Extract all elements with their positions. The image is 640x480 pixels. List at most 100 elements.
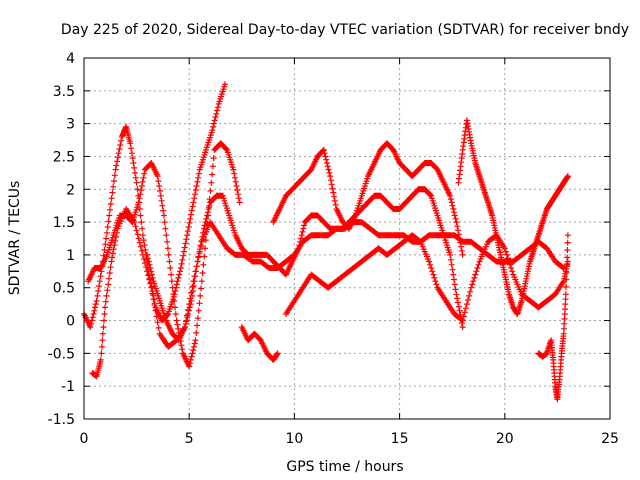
data-point-marker <box>197 292 204 299</box>
data-point-marker <box>563 269 570 276</box>
data-point-marker <box>139 225 146 232</box>
y-tick-labels: -1.5 -1 -0.5 0 0.5 1 1.5 2 2.5 3 3.5 4 <box>48 51 75 428</box>
data-point-marker <box>191 278 198 285</box>
data-point-marker <box>447 256 454 263</box>
data-point-marker <box>142 247 149 253</box>
data-point-marker <box>102 304 108 311</box>
data-point-marker <box>180 248 187 255</box>
data-point-marker <box>91 307 98 314</box>
x-axis-label: GPS time / hours <box>286 459 403 475</box>
y-tick-label: 1.5 <box>53 215 75 231</box>
data-point-marker <box>324 163 331 170</box>
data-point-marker <box>185 224 192 230</box>
data-point-marker <box>172 288 179 294</box>
data-point-marker <box>454 295 461 302</box>
data-point-marker <box>202 245 208 252</box>
data-point-marker <box>136 239 143 246</box>
data-point-marker <box>180 252 187 259</box>
data-point-marker <box>132 223 139 230</box>
data-point-marker <box>194 178 201 185</box>
data-point-marker <box>233 183 240 189</box>
data-point-marker <box>113 229 120 236</box>
data-point-marker <box>451 281 458 288</box>
data-point-marker <box>450 206 457 212</box>
data-point-marker <box>202 237 209 244</box>
data-point-marker <box>108 258 115 265</box>
data-point-marker <box>453 219 460 226</box>
data-point-marker <box>191 340 198 347</box>
data-point-marker <box>563 276 570 283</box>
series-track-i <box>535 232 571 403</box>
data-point-marker <box>205 206 212 212</box>
data-point-marker <box>134 231 141 238</box>
data-point-marker <box>326 169 333 176</box>
data-point-marker <box>184 232 191 239</box>
data-point-marker <box>155 324 162 331</box>
data-point-marker <box>202 219 209 226</box>
data-point-marker <box>139 232 146 239</box>
data-point-marker <box>301 222 308 229</box>
data-point-marker <box>184 314 191 321</box>
data-point-marker <box>193 268 199 275</box>
data-point-marker <box>328 181 335 188</box>
data-point-marker <box>103 235 110 242</box>
data-point-marker <box>502 248 509 255</box>
data-point-marker <box>209 171 216 178</box>
data-point-marker <box>455 231 462 238</box>
data-point-marker <box>170 291 177 298</box>
data-point-marker <box>232 174 238 181</box>
x-tick-label: 5 <box>185 431 194 447</box>
data-point-marker <box>331 193 338 200</box>
data-point-marker <box>112 238 119 244</box>
data-point-marker <box>431 274 438 281</box>
data-point-marker <box>455 299 461 306</box>
data-point-marker <box>141 242 148 249</box>
data-point-marker <box>177 268 183 275</box>
data-point-marker <box>298 232 305 239</box>
data-point-marker <box>192 273 199 280</box>
data-point-marker <box>210 120 217 127</box>
data-point-marker <box>144 255 151 262</box>
data-point-marker <box>179 256 186 263</box>
data-point-marker <box>474 265 481 271</box>
data-point-marker <box>324 160 330 166</box>
data-point-marker <box>213 110 220 117</box>
data-point-marker <box>325 166 332 173</box>
data-point-marker <box>188 211 194 218</box>
data-point-marker <box>209 163 216 170</box>
data-point-marker <box>465 297 471 303</box>
data-point-marker <box>182 324 188 331</box>
data-point-marker <box>468 284 475 291</box>
data-point-marker <box>447 251 454 258</box>
data-point-marker <box>164 238 171 245</box>
data-point-marker <box>198 278 205 285</box>
y-tick-label: 3 <box>66 117 75 133</box>
data-point-marker <box>164 245 171 252</box>
data-point-marker <box>107 206 113 213</box>
data-point-marker <box>134 186 141 193</box>
data-point-marker <box>160 207 167 214</box>
data-point-marker <box>192 187 199 194</box>
data-point-marker <box>103 292 110 299</box>
data-point-marker <box>92 304 98 311</box>
data-point-marker <box>455 303 462 310</box>
data-point-marker <box>148 271 155 278</box>
data-point-marker <box>200 261 207 268</box>
x-tick-label: 25 <box>601 431 619 447</box>
x-tick-labels: 0 5 10 15 20 25 <box>80 431 619 447</box>
data-point-marker <box>133 227 140 234</box>
data-point-marker <box>187 356 194 363</box>
data-point-marker <box>564 247 571 253</box>
data-point-marker <box>459 317 466 324</box>
series-track-a <box>81 81 228 331</box>
y-tick-label: 3.5 <box>53 84 75 100</box>
data-point-marker <box>189 203 196 210</box>
data-point-marker <box>138 187 145 194</box>
data-point-marker <box>456 235 463 242</box>
data-point-marker <box>107 201 114 207</box>
data-point-marker <box>447 196 454 203</box>
data-point-marker <box>105 281 112 288</box>
data-point-marker <box>181 244 188 251</box>
data-point-marker <box>200 225 207 232</box>
